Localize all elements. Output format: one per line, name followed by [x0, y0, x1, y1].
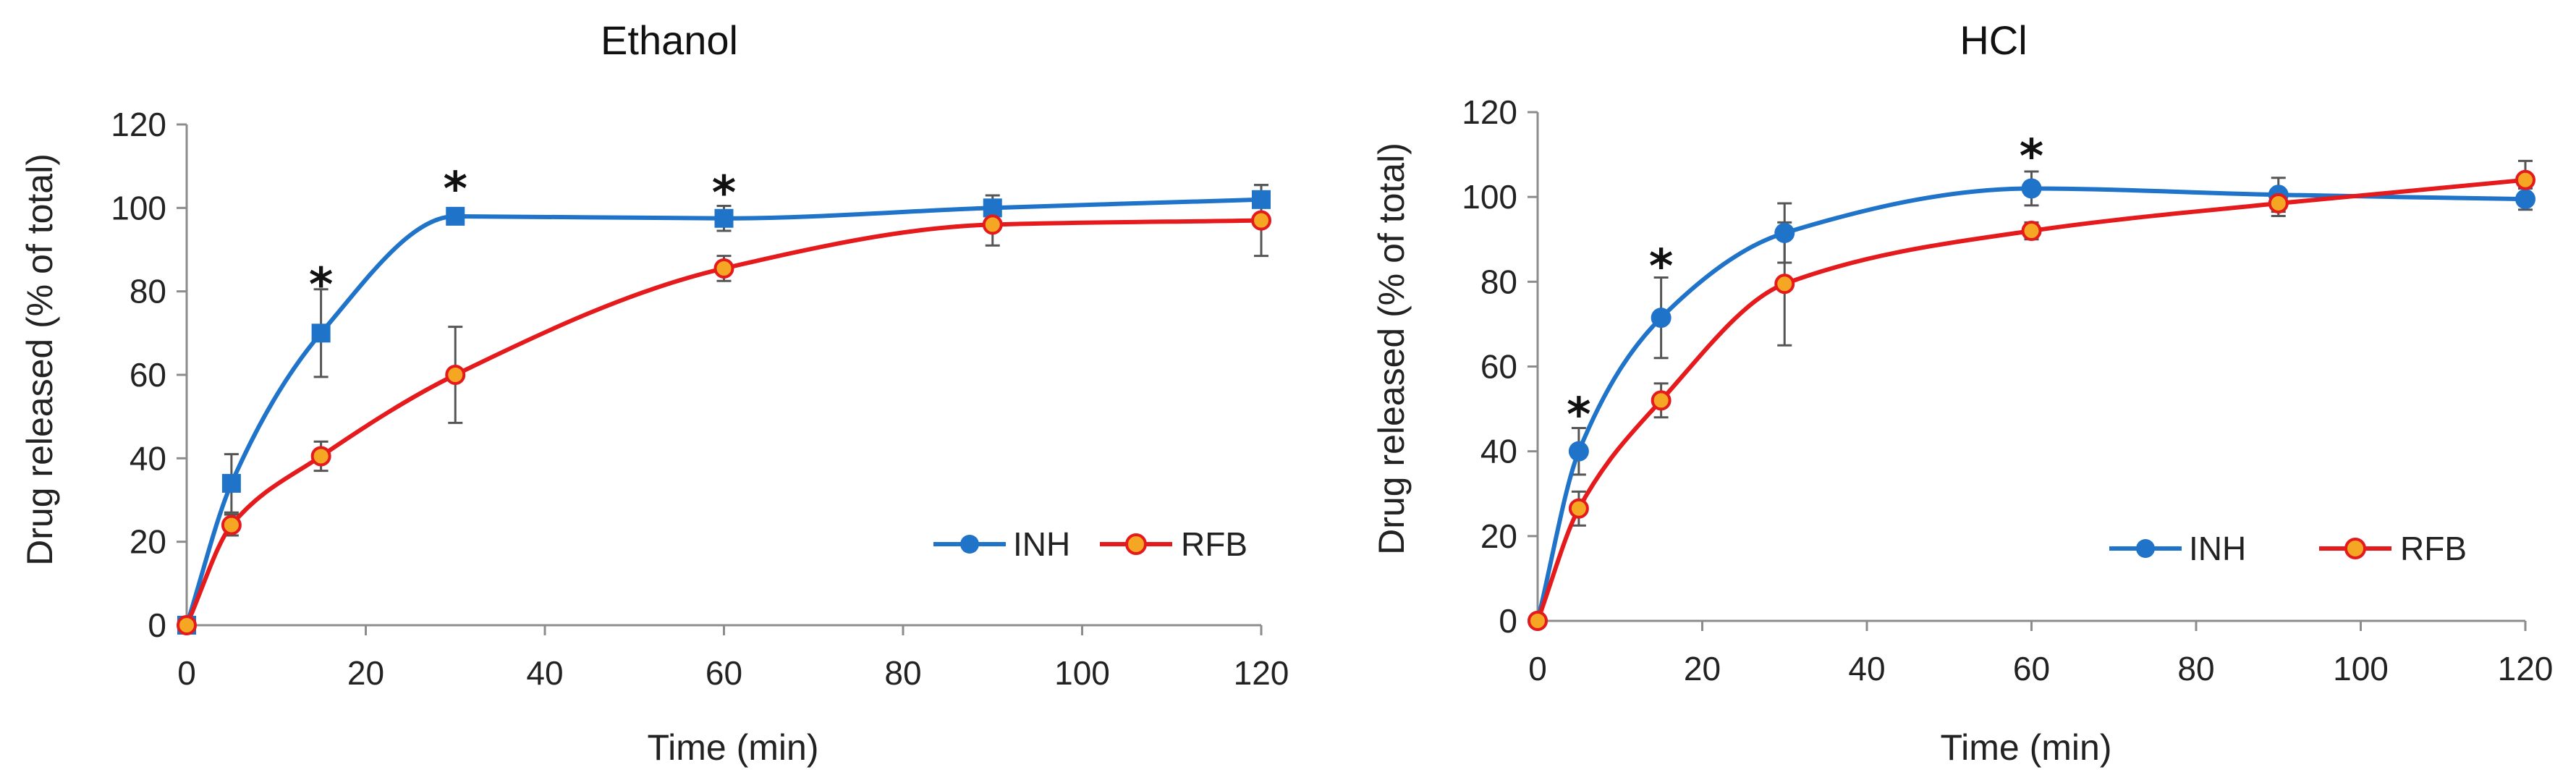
y-tick-label: 40: [130, 439, 166, 477]
data-point-rfb: [1774, 274, 1795, 295]
legend-marker-inh: [960, 535, 979, 554]
y-tick-label: 80: [130, 273, 166, 310]
data-point-inh: [983, 198, 1002, 218]
data-point-rfb: [2021, 221, 2042, 242]
legend-label-rfb: RFB: [1181, 525, 1247, 563]
y-tick-label: 60: [1480, 348, 1517, 386]
legend-item-rfb: RFB: [1100, 525, 1247, 563]
x-tick-label: 80: [2177, 650, 2214, 687]
significance-marker: *: [2020, 130, 2043, 184]
y-tick-label: 80: [1480, 263, 1517, 300]
x-axis-title: Time (min): [1940, 727, 2111, 768]
data-point-inh: [1568, 441, 1589, 462]
hcl-chart: HCl Drug released (% of total) Time (min…: [1371, 17, 2553, 768]
ethanol-chart: Ethanol Drug released (% of total) Time …: [20, 17, 1289, 768]
chart-title: HCl: [1959, 17, 2027, 63]
x-tick-label: 100: [1054, 654, 1110, 692]
x-tick-label: 40: [526, 654, 563, 692]
x-tick-label: 120: [1234, 654, 1289, 692]
data-point-inh: [2515, 189, 2535, 210]
data-point-inh: [311, 323, 331, 343]
legend-label-inh: INH: [1013, 525, 1070, 563]
x-tick-label: 0: [1528, 650, 1547, 687]
data-point-inh: [1651, 308, 1672, 329]
data-point-rfb: [1568, 498, 1589, 519]
series-line-inh: [185, 197, 1262, 626]
legend-item-inh: INH: [2109, 530, 2246, 567]
series-line-rfb: [185, 218, 1262, 627]
significance-marker: *: [1567, 389, 1590, 442]
y-axis-title: Drug released (% of total): [20, 153, 60, 566]
y-tick-label: 100: [111, 189, 166, 226]
data-point-inh: [714, 208, 734, 228]
data-point-inh: [1774, 222, 1795, 243]
significance-marker: *: [712, 167, 736, 221]
data-point-rfb: [221, 514, 242, 535]
x-tick-label: 60: [2013, 650, 2050, 687]
y-tick-label: 20: [1480, 517, 1517, 555]
legend-item-rfb: RFB: [2319, 530, 2467, 567]
series-line-inh: [1535, 186, 2526, 622]
legend-label-rfb: RFB: [2400, 530, 2467, 567]
x-tick-label: 80: [884, 654, 921, 692]
data-point-rfb: [177, 615, 197, 635]
data-point-rfb: [1528, 611, 1548, 631]
x-tick-label: 100: [2333, 650, 2389, 687]
x-tick-label: 40: [1848, 650, 1885, 687]
data-point-inh: [446, 206, 465, 226]
y-tick-label: 120: [111, 106, 166, 143]
legend-marker-inh: [2136, 539, 2155, 558]
data-point-inh: [2021, 178, 2042, 199]
chart-title: Ethanol: [601, 17, 738, 63]
y-tick-label: 40: [1480, 433, 1517, 470]
y-axis-title: Drug released (% of total): [1371, 143, 1412, 555]
data-point-rfb: [445, 365, 466, 385]
legend: INH RFB: [2109, 530, 2467, 567]
data-point-rfb: [310, 446, 331, 467]
data-point-rfb: [1651, 390, 1672, 411]
y-tick-label: 100: [1462, 178, 1517, 216]
data-point-inh: [221, 473, 241, 493]
data-point-rfb: [1251, 210, 1271, 231]
data-point-rfb: [713, 258, 734, 279]
data-point-rfb: [982, 214, 1003, 235]
x-tick-label: 60: [706, 654, 742, 692]
x-tick-label: 20: [347, 654, 384, 692]
x-tick-label: 120: [2498, 650, 2554, 687]
data-point-inh: [1252, 190, 1271, 209]
x-axis-title: Time (min): [647, 727, 818, 768]
significance-marker: *: [309, 259, 333, 313]
legend-marker-rfb: [1125, 533, 1147, 555]
series-line-rfb: [1535, 177, 2526, 622]
legend: INH RFB: [933, 525, 1247, 563]
y-tick-label: 0: [148, 606, 166, 644]
y-tick-label: 60: [130, 356, 166, 394]
y-tick-label: 0: [1499, 602, 1517, 640]
significance-marker: *: [444, 163, 467, 216]
data-point-rfb: [2268, 192, 2289, 213]
x-tick-label: 0: [177, 654, 196, 692]
y-tick-label: 120: [1462, 93, 1517, 131]
data-point-rfb: [2515, 169, 2535, 190]
x-tick-label: 20: [1684, 650, 1721, 687]
legend-label-inh: INH: [2189, 530, 2246, 567]
y-tick-label: 20: [130, 523, 166, 561]
legend-marker-rfb: [2344, 538, 2366, 559]
significance-marker: *: [1649, 240, 1673, 294]
legend-item-inh: INH: [933, 525, 1070, 563]
